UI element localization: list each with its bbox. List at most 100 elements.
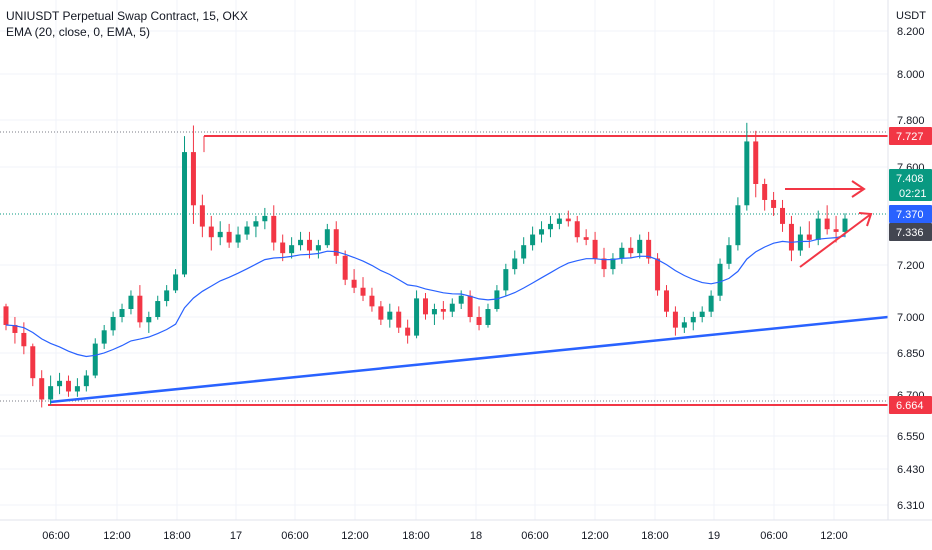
chart-legend: UNIUSDT Perpetual Swap Contract, 15, OKX… [6, 8, 248, 40]
candle-body [199, 205, 205, 227]
price-tick-label: 8.200 [897, 26, 925, 38]
candle-body [128, 295, 134, 310]
candle-body [137, 295, 143, 323]
candle-body [717, 263, 723, 296]
candle-body [655, 258, 661, 291]
candle-body [414, 298, 420, 336]
time-tick-label: 18 [470, 530, 482, 542]
candle-body [610, 258, 616, 270]
candle-body [119, 309, 125, 317]
candle-body [164, 290, 170, 302]
time-tick-label: 06:00 [521, 530, 549, 542]
candle-body [753, 141, 759, 184]
candle-body [83, 375, 89, 387]
candle-body [262, 215, 268, 222]
price-tick-label: 7.000 [897, 312, 925, 324]
candle-body [762, 184, 768, 200]
candle-body [512, 258, 518, 270]
candle-body [12, 324, 18, 333]
candle-body [110, 317, 116, 331]
candle-body [681, 322, 687, 328]
price-badge [889, 223, 932, 241]
candle-body [788, 223, 794, 251]
candle-body [690, 317, 696, 323]
candle-body [423, 298, 428, 315]
candle-body [173, 274, 179, 291]
candle-body [21, 332, 27, 347]
candle-body [48, 386, 54, 400]
candle-body [369, 295, 375, 307]
candle-body [637, 239, 643, 254]
candle-body [405, 327, 411, 336]
candle-body [583, 237, 589, 240]
candle-body [271, 215, 277, 243]
price-badge [889, 396, 932, 414]
candle-body [592, 239, 598, 259]
candle-body [699, 311, 705, 317]
candle-body [57, 380, 63, 387]
candle-body [833, 229, 839, 232]
price-badge [889, 169, 932, 201]
candle-body [806, 234, 812, 240]
ema-line-group [5, 235, 846, 358]
time-tick-label: 18:00 [163, 530, 191, 542]
candle-body [351, 279, 357, 288]
candle-body [235, 234, 241, 243]
time-tick-label: 17 [230, 530, 242, 542]
candle-body [672, 311, 678, 328]
triangle-lower-line [799, 213, 872, 268]
candle-body [65, 380, 71, 392]
candle-body [378, 306, 384, 320]
time-axis[interactable]: 06:00 12:00 18:00 17 06:00 12:00 18:00 18 06:00 1… [0, 519, 932, 550]
candle-body [298, 239, 304, 246]
candle-body [708, 295, 714, 312]
chart-grid [0, 0, 888, 520]
price-tick-label: 7.200 [897, 260, 925, 272]
axis-unit-label: USDT [896, 10, 926, 22]
candle-body [324, 229, 330, 246]
candle-body [467, 295, 473, 317]
triangle-lower-arrow [858, 212, 873, 227]
price-tick-label: 6.430 [897, 464, 925, 476]
time-tick-label: 06:00 [281, 530, 309, 542]
candle-body [646, 239, 652, 259]
candle-body [485, 309, 491, 325]
time-tick-label: 12:00 [581, 530, 609, 542]
candle-body [190, 152, 196, 206]
price-badge-timer: 02:21 [899, 188, 927, 200]
candle-body [155, 301, 161, 317]
candle-body [744, 141, 750, 206]
candle-body [476, 317, 482, 325]
price-tick-label: 7.800 [897, 115, 925, 127]
price-tick-label: 8.000 [897, 69, 925, 81]
candle-body [458, 295, 464, 304]
candle-body [315, 245, 321, 251]
time-tick-label: 19 [708, 530, 720, 542]
candle-body [217, 231, 223, 238]
triangle-upper-arrow [851, 180, 866, 198]
candle-body [503, 269, 509, 291]
time-tick-label: 12:00 [820, 530, 848, 542]
time-tick-label: 06:00 [760, 530, 788, 542]
candle-body [547, 223, 553, 230]
price-axis[interactable]: USDT 6.3106.4306.5506.7006.8507.0007.200… [887, 0, 932, 520]
candle-body [387, 311, 393, 320]
candle-body [824, 218, 830, 230]
candle-body [3, 306, 9, 325]
candle-body [556, 218, 562, 224]
candle-body [663, 290, 669, 312]
ema-line [5, 235, 846, 358]
price-badge [889, 205, 932, 223]
time-tick-label: 12:00 [341, 530, 369, 542]
price-badges: 7.727 7.408 02:21 7.370 7.336 6.664 [889, 127, 932, 414]
candle-body [530, 234, 536, 246]
candle-body [360, 287, 366, 296]
candle-body [521, 245, 527, 259]
price-axis-bg [888, 0, 932, 520]
candle-body [449, 303, 455, 312]
candle-body [92, 343, 98, 376]
candle-body [306, 239, 312, 251]
price-badge-label: 7.336 [896, 227, 924, 239]
triangle-pattern [785, 180, 873, 268]
